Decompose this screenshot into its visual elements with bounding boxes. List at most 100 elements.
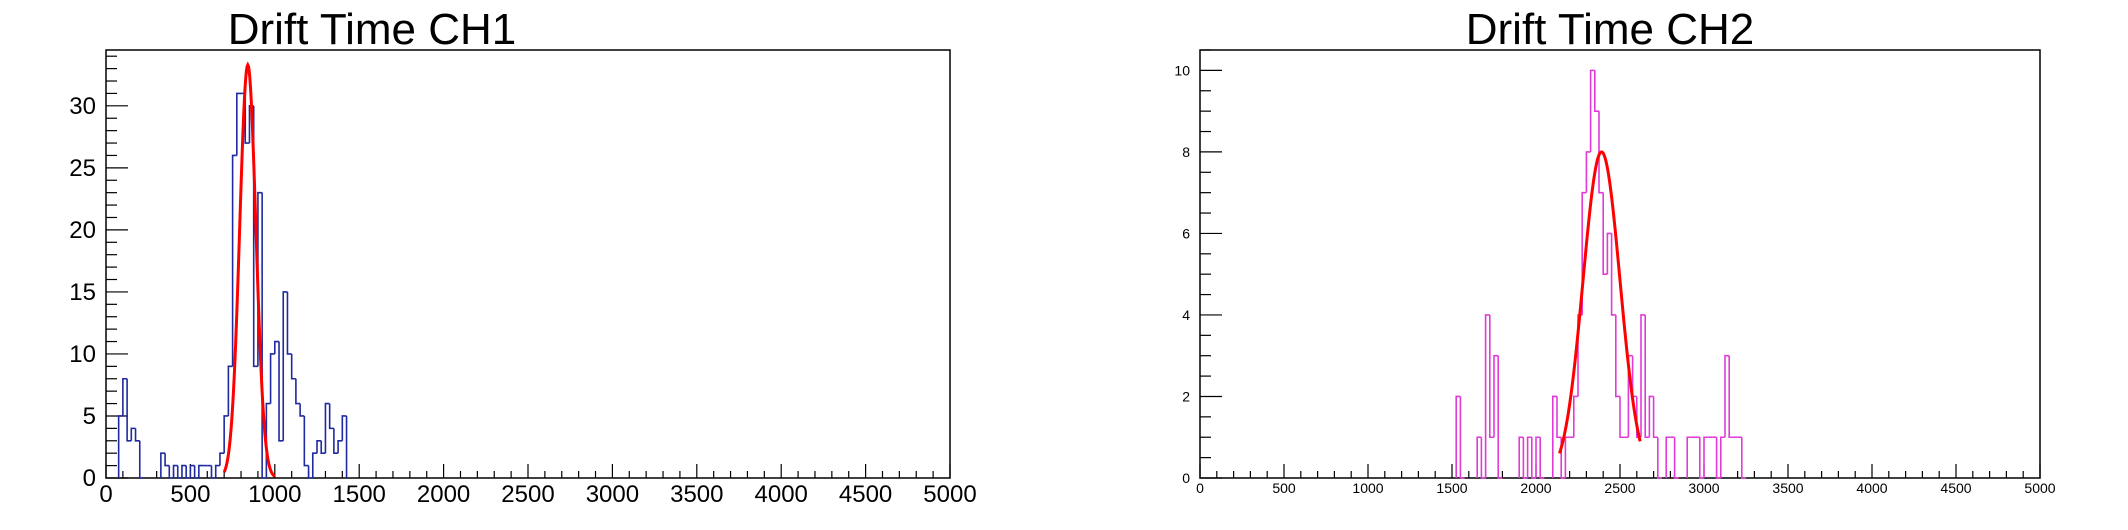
histogram-bin [198,464,204,478]
chart-title: Drift Time CH1 [228,5,516,54]
histogram-bin [181,464,187,478]
histogram-bin [1484,314,1490,478]
histogram-bin [160,452,166,478]
histogram-bin [1610,233,1616,316]
histogram-bin [1619,396,1625,439]
histogram-bin [320,440,326,454]
x-tick-label: 3500 [670,481,723,508]
histogram-bin [341,415,347,441]
histogram-bin [295,378,301,405]
y-tick-label: 30 [69,93,96,120]
histogram-bin [324,402,330,454]
x-tick-label: 5000 [923,481,976,508]
x-tick-label: 0 [1196,480,1204,496]
x-tick-label: 0 [99,481,112,508]
y-tick-label: 2 [1182,388,1190,404]
histogram-bin [185,465,191,479]
x-tick-label: 500 [170,481,210,508]
histogram-bin [223,415,229,454]
histogram-bin [1686,436,1692,478]
x-tick-label: 2500 [1604,480,1635,496]
histogram-bin [1703,436,1709,478]
histogram-bin [1602,192,1608,275]
histogram-bin [303,415,309,467]
histogram-bin [1531,437,1536,479]
histogram-bin [130,427,136,441]
histogram-bin [236,92,242,156]
y-tick-label: 20 [69,217,96,244]
histogram-bin [138,440,144,479]
histogram-bin [1489,314,1494,439]
histogram-bin [1526,436,1532,478]
histogram-bin [1652,396,1658,439]
histogram-bin [1476,436,1482,478]
x-tick-label: 4500 [1940,480,1971,496]
x-tick-label: 2000 [1520,480,1551,496]
x-tick-label: 3000 [1688,480,1719,496]
gaussian-fit-curve [222,61,276,478]
histogram-bin [1644,314,1650,439]
histogram-bin [333,428,339,454]
histogram-bin [193,465,199,479]
histogram-bin [282,291,288,441]
x-tick-label: 1500 [333,481,386,508]
histogram-bin [1728,355,1734,439]
histogram-bin [1657,437,1662,479]
histogram-bin [134,428,140,442]
histogram-bin [1724,354,1730,438]
histogram-bin [1615,314,1620,398]
histogram-bin [1497,355,1503,479]
histogram-bin [328,403,334,430]
histogram-bin [1552,395,1557,478]
histogram-bin [227,365,233,416]
x-tick-label: 5000 [2024,480,2055,496]
histogram-bin [1665,436,1671,478]
histogram-bin [210,465,216,479]
histogram-bin [1741,437,1746,479]
histogram-bin [1480,437,1486,479]
histogram-bin [1564,436,1570,478]
histogram-bin [1535,436,1541,478]
histogram-bin [278,341,284,442]
histogram-bin [1522,437,1528,479]
x-tick-label: 1000 [1352,480,1383,496]
x-tick-label: 1500 [1436,480,1467,496]
x-tick-label: 2500 [501,481,554,508]
x-tick-label: 3500 [1772,480,1803,496]
histogram-bin [122,377,128,416]
histogram-bin [299,403,305,417]
histogram-bin [1715,437,1721,479]
histogram-bin [290,353,296,380]
histogram-bin [1720,436,1725,478]
histogram-bin [316,439,322,454]
x-tick-label: 4000 [755,481,808,508]
histogram-bin [1585,151,1591,193]
histogram-bin [1640,314,1646,438]
histogram-bin [1455,395,1461,478]
histogram-bin [337,439,343,454]
histogram-bin [261,192,267,479]
histogram-bin [219,452,225,466]
histogram-bin [117,415,123,478]
histogram-bin [1598,111,1604,194]
histogram-bin [1556,396,1562,439]
histogram-bin [1573,395,1578,438]
histogram-bin [1459,396,1465,479]
y-tick-label: 0 [1182,470,1190,486]
histogram-bin [231,154,237,367]
histogram-bin [274,340,280,354]
histogram-bin [1631,355,1637,398]
histogram-bin [1673,437,1679,479]
y-tick-label: 4 [1182,307,1190,323]
y-tick-label: 8 [1182,144,1190,160]
histogram-panel-ch2: Drift Time CH2 0 500 1000 1500 2000 2500 3000 3… [1174,5,2055,496]
histogram-bin [1594,70,1599,112]
histogram-bin [164,453,170,467]
y-tick-label: 5 [83,403,96,430]
histogram-bin [1518,436,1524,478]
y-tick-label: 6 [1182,225,1190,241]
y-tick-label: 10 [69,341,96,368]
histogram-bin [172,464,178,478]
x-tick-label: 1000 [248,481,301,508]
